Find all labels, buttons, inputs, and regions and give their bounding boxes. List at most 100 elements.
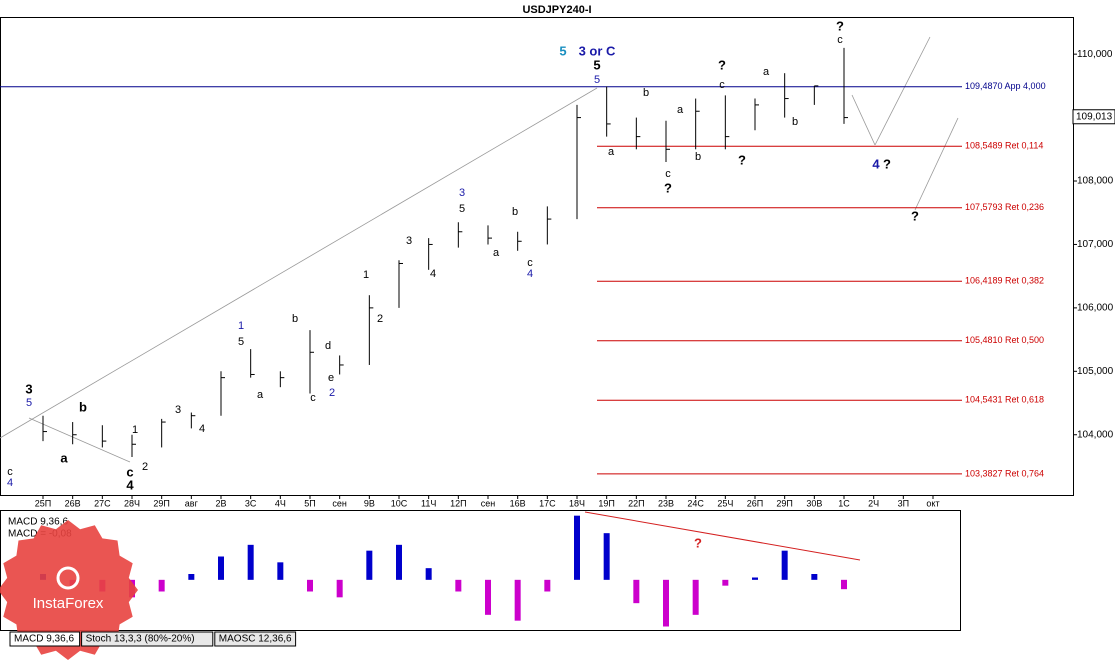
wave-label: 3	[175, 404, 181, 416]
x-tick-label: 5П	[304, 498, 315, 508]
macd-bar	[574, 515, 580, 580]
macd-bar	[811, 574, 818, 580]
x-tick-label: 2В	[215, 498, 226, 508]
wave-label: c	[665, 168, 671, 180]
tab-label: MAOSC 12,36,6	[219, 634, 292, 645]
macd-bar	[366, 550, 373, 580]
wave-label: 5	[459, 203, 465, 215]
macd-bar	[633, 579, 640, 604]
x-tick-label: 26В	[65, 498, 81, 508]
x-tick-label: 1С	[838, 498, 850, 508]
x-tick-label: 10С	[391, 498, 408, 508]
x-tick-label: 25П	[35, 498, 51, 508]
macd-bar	[752, 577, 758, 580]
wave-label: e	[328, 372, 334, 384]
wave-label: ?	[718, 57, 726, 72]
macd-bar	[307, 579, 313, 592]
wave-label: 4	[527, 268, 533, 280]
macd-bar	[425, 568, 432, 580]
wave-label: c	[310, 392, 316, 404]
tab[interactable]	[214, 631, 297, 647]
wave-label: 2	[329, 387, 335, 399]
guide-line	[851, 94, 876, 146]
wave-label: c	[7, 466, 13, 478]
x-tick-label: окт	[926, 498, 939, 508]
tab[interactable]	[9, 631, 81, 647]
wave-label: 5	[238, 336, 244, 348]
wave-label: a	[60, 450, 68, 465]
current-price-box	[1072, 109, 1115, 125]
guide-line	[874, 36, 931, 146]
macd-bar	[247, 544, 254, 580]
x-tick-label: 2Ч	[868, 498, 879, 508]
wave-label: c	[126, 464, 133, 479]
level-label: 105,4810 Ret 0,500	[965, 335, 1044, 345]
wave-label: b	[643, 87, 649, 99]
tab[interactable]	[81, 631, 214, 647]
x-tick-label: 28Ч	[124, 498, 140, 508]
y-tick-label: 107,000	[1077, 239, 1114, 250]
wave-label: 4	[7, 477, 13, 489]
x-tick-label: авг	[185, 498, 199, 508]
x-tick-label: 16В	[510, 498, 526, 508]
wave-label: ?	[883, 156, 891, 171]
wave-label: 1	[132, 424, 138, 436]
wave-label: c	[837, 34, 843, 46]
wave-label: a	[493, 247, 500, 259]
macd-bar	[603, 533, 610, 580]
wave-label: 3	[459, 187, 465, 199]
x-tick-label: 19П	[598, 498, 614, 508]
x-tick-label: 3П	[898, 498, 909, 508]
level-label: 107,5793 Ret 0,236	[965, 202, 1044, 212]
guide-line	[0, 87, 598, 439]
macd-bar	[158, 579, 165, 592]
logo: InstaForex	[0, 520, 138, 660]
wave-label: 4	[872, 156, 880, 171]
macd-bar	[455, 579, 462, 592]
wave-label: 1	[238, 320, 244, 332]
wave-label: 4	[430, 268, 436, 280]
macd-label: MACD 9,36,6	[8, 517, 68, 528]
wave-label: c	[719, 79, 725, 91]
x-tick-label: 29П	[153, 498, 169, 508]
y-tick-label: 105,000	[1077, 366, 1114, 377]
macd-bar	[692, 579, 699, 615]
y-tick-label: 104,000	[1077, 429, 1114, 440]
macd-trendline	[584, 511, 861, 561]
wave-label: ?	[664, 180, 672, 195]
level-label: 108,5489 Ret 0,114	[965, 141, 1043, 151]
wave-label: 4	[126, 477, 134, 492]
wave-label: ?	[694, 535, 702, 550]
macd-bar	[781, 550, 788, 580]
macd-bar	[277, 562, 284, 580]
x-tick-label: 30В	[806, 498, 822, 508]
x-tick-label: 27С	[94, 498, 111, 508]
guide-line	[28, 417, 131, 463]
macd-bar	[514, 579, 521, 621]
x-tick-label: 26П	[747, 498, 763, 508]
wave-label: 5	[559, 43, 566, 58]
macd-bar	[485, 579, 491, 615]
level-label: 103,3827 Ret 0,764	[965, 468, 1044, 478]
wave-label: 1	[363, 269, 369, 281]
wave-label: ?	[836, 18, 844, 33]
macd-bar	[396, 544, 402, 580]
wave-label: b	[792, 116, 798, 128]
wave-label: 3	[25, 381, 32, 396]
x-tick-label: 17С	[539, 498, 556, 508]
x-tick-label: сен	[332, 498, 347, 508]
logo-badge	[0, 520, 138, 660]
wave-label: a	[763, 66, 770, 78]
price-panel	[0, 17, 1074, 496]
x-tick-label: 22П	[628, 498, 644, 508]
x-tick-label: 25Ч	[717, 498, 733, 508]
macd-bar	[841, 579, 847, 590]
y-tick-label: 110,000	[1077, 49, 1113, 60]
macd-panel	[0, 510, 961, 631]
current-price-label: 109,013	[1076, 111, 1113, 122]
wave-label: ?	[738, 152, 746, 167]
wave-label: b	[695, 151, 701, 163]
level-label: 104,5431 Ret 0,618	[965, 395, 1044, 405]
wave-label: a	[608, 146, 615, 158]
